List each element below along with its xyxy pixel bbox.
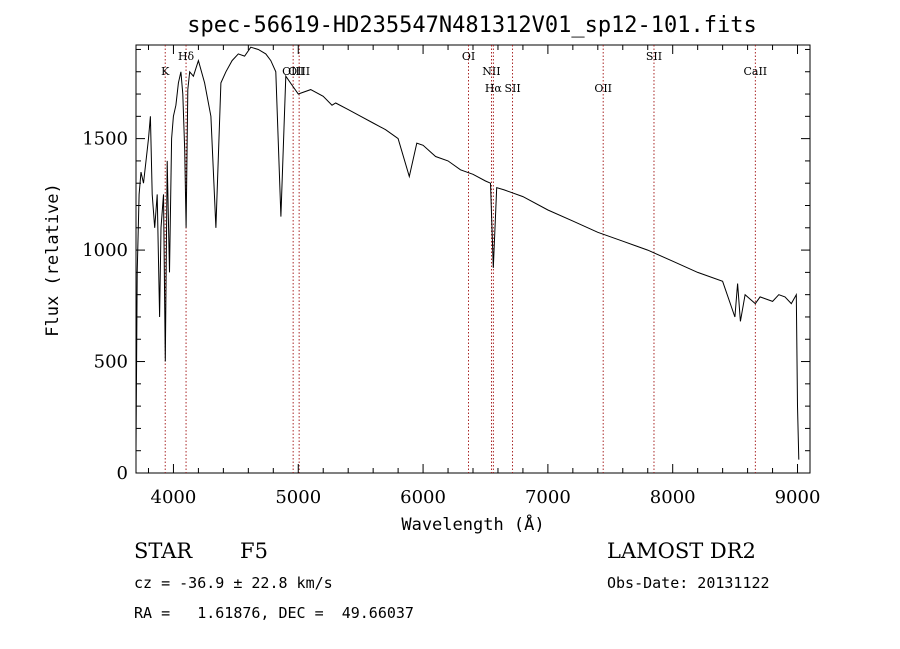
object-subclass: F5 bbox=[240, 539, 268, 563]
line-label: OIII bbox=[282, 65, 304, 78]
y-tick-label: 1000 bbox=[82, 240, 128, 261]
x-tick-label: 6000 bbox=[400, 487, 446, 508]
x-axis-title: Wavelength (Å) bbox=[401, 513, 544, 535]
x-tick-label: 5000 bbox=[275, 487, 321, 508]
survey-name: LAMOST DR2 bbox=[607, 539, 756, 563]
plot-frame bbox=[135, 44, 811, 474]
line-label: SII bbox=[504, 82, 520, 95]
ra-dec-coordinates: RA = 1.61876, DEC = 49.66037 bbox=[134, 604, 414, 622]
redshift-velocity: cz = -36.9 ± 22.8 km/s bbox=[134, 574, 333, 592]
object-class: STAR bbox=[134, 539, 193, 563]
spectrum-line bbox=[135, 46, 800, 460]
line-label: NII bbox=[482, 65, 500, 78]
x-tick-label: 4000 bbox=[151, 487, 197, 508]
axis-ticks: 4000 5000 6000 7000 8000 9000 0 500 1000 1500 bbox=[82, 45, 820, 508]
y-axis-title: Flux (relative) bbox=[43, 183, 63, 337]
y-tick-label: 0 bbox=[117, 463, 128, 484]
line-label: Hα bbox=[485, 82, 503, 95]
x-tick-label: 7000 bbox=[525, 487, 571, 508]
line-label: OIII bbox=[288, 65, 310, 78]
observation-date: Obs-Date: 20131122 bbox=[607, 574, 770, 592]
y-tick-label: 500 bbox=[94, 352, 128, 373]
spectrum-series bbox=[135, 46, 800, 460]
line-label: Hδ bbox=[178, 50, 195, 63]
line-label: K bbox=[161, 65, 170, 78]
x-tick-label: 8000 bbox=[650, 487, 696, 508]
line-label: OI bbox=[462, 50, 475, 63]
x-tick-label: 9000 bbox=[775, 487, 821, 508]
line-label: OII bbox=[594, 82, 612, 95]
line-label: SII bbox=[646, 50, 662, 63]
y-tick-label: 1500 bbox=[82, 129, 128, 150]
chart-title: spec-56619-HD235547N481312V01_sp12-101.f… bbox=[187, 13, 757, 38]
line-label: CaII bbox=[743, 65, 767, 78]
